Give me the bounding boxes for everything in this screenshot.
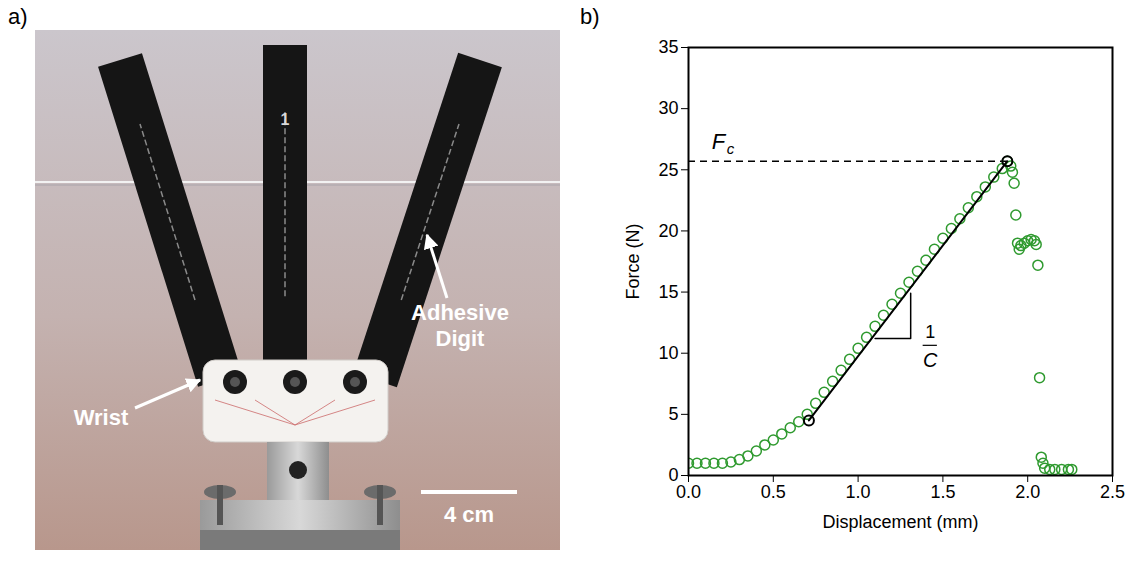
svg-text:0.5: 0.5 <box>761 482 786 502</box>
svg-text:30: 30 <box>658 98 678 118</box>
html-text:b): b) <box>580 4 600 29</box>
svg-text:Force (N): Force (N) <box>623 224 643 300</box>
svg-text:AdhesiveDigit: AdhesiveDigit <box>411 300 509 351</box>
html-text:a): a) <box>8 4 28 29</box>
svg-text:5: 5 <box>668 404 678 424</box>
svg-text:15: 15 <box>658 282 678 302</box>
svg-text:0: 0 <box>668 465 679 486</box>
svg-text:2.0: 2.0 <box>1015 482 1040 502</box>
svg-text:c: c <box>727 140 735 157</box>
svg-text:Wrist: Wrist <box>74 405 129 430</box>
svg-text:20: 20 <box>658 221 678 241</box>
svg-text:1: 1 <box>281 111 290 128</box>
svg-text:1: 1 <box>925 322 935 342</box>
svg-text:25: 25 <box>658 160 678 180</box>
svg-text:2.5: 2.5 <box>1100 482 1125 502</box>
svg-text:F: F <box>712 129 727 154</box>
svg-text:Displacement (mm): Displacement (mm) <box>822 512 978 532</box>
svg-text:35: 35 <box>658 37 678 57</box>
svg-text:1.0: 1.0 <box>846 482 871 502</box>
svg-text:0.0: 0.0 <box>676 482 701 502</box>
svg-text:10: 10 <box>658 343 678 363</box>
svg-text:4 cm: 4 cm <box>444 502 494 527</box>
svg-text:1.5: 1.5 <box>930 482 955 502</box>
svg-text:C: C <box>923 349 938 371</box>
